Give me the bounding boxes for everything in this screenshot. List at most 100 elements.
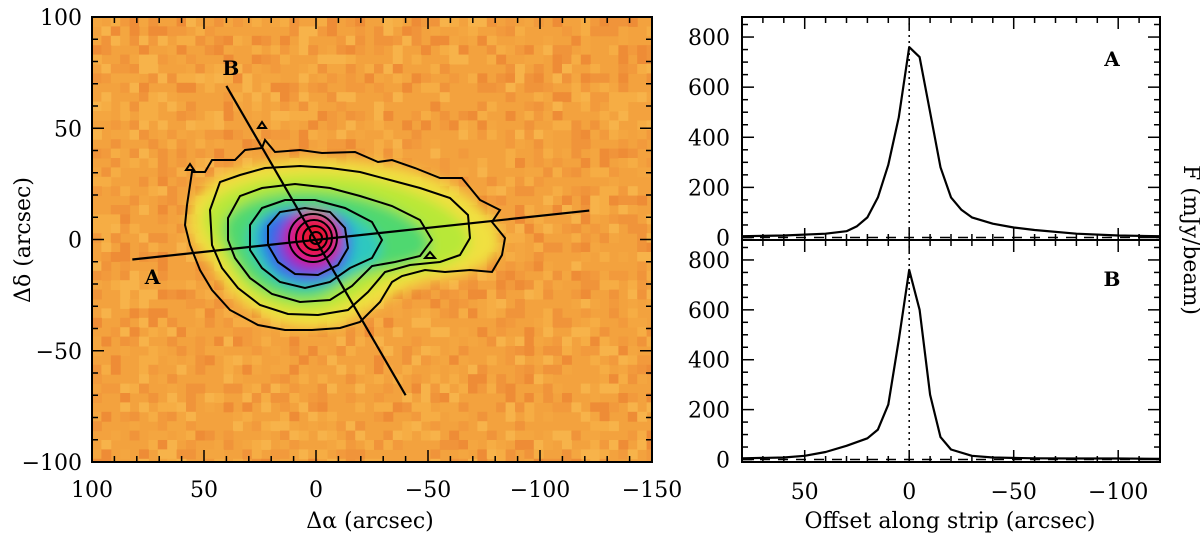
noise-pixel [505, 158, 516, 168]
noise-pixel [214, 458, 225, 462]
noise-pixel [167, 186, 178, 197]
noise-pixel [496, 402, 507, 413]
noise-pixel [411, 129, 422, 140]
noise-pixel [167, 383, 178, 394]
noise-pixel [458, 176, 469, 187]
noise-pixel [251, 346, 262, 356]
noise-pixel [496, 374, 507, 385]
noise-pixel [618, 45, 629, 56]
noise-pixel [646, 26, 652, 37]
noise-pixel [609, 280, 619, 291]
noise-pixel [280, 449, 290, 460]
noise-pixel [458, 167, 469, 178]
noise-pixel [204, 261, 215, 272]
noise-pixel [505, 411, 516, 422]
noise-pixel [637, 411, 648, 422]
noise-pixel [251, 458, 262, 462]
noise-pixel [580, 186, 591, 197]
profile-x-tick-label: −100 [1088, 480, 1148, 505]
noise-pixel [289, 148, 300, 159]
profile-data-point [887, 164, 890, 166]
noise-pixel [223, 129, 234, 140]
noise-pixel [92, 186, 102, 197]
noise-pixel [336, 45, 347, 56]
noise-pixel [439, 440, 450, 450]
noise-pixel [195, 35, 206, 46]
noise-pixel [355, 82, 366, 93]
noise-pixel [590, 299, 601, 309]
noise-pixel [627, 205, 638, 215]
noise-pixel [421, 383, 431, 394]
noise-pixel [552, 430, 563, 441]
profile-data-point [971, 216, 973, 219]
noise-pixel [204, 289, 215, 300]
noise-pixel [515, 299, 525, 309]
noise-pixel [374, 111, 384, 121]
noise-pixel [139, 120, 149, 131]
noise-pixel [251, 364, 262, 375]
noise-pixel [637, 223, 648, 234]
noise-pixel [120, 35, 131, 46]
noise-pixel [618, 214, 629, 225]
noise-pixel [590, 205, 601, 215]
noise-pixel [280, 430, 290, 441]
noise-pixel [627, 299, 638, 309]
noise-pixel [327, 421, 337, 432]
noise-pixel [515, 242, 525, 253]
noise-pixel [251, 393, 262, 403]
noise-pixel [261, 383, 272, 394]
noise-pixel [392, 92, 403, 103]
noise-pixel [533, 393, 544, 403]
noise-pixel [515, 233, 525, 244]
noise-pixel [618, 355, 629, 366]
profile-data-point [783, 234, 785, 237]
noise-pixel [139, 82, 149, 93]
noise-pixel [374, 64, 384, 74]
noise-pixel [543, 346, 554, 356]
noise-pixel [345, 35, 356, 46]
noise-pixel [524, 54, 535, 65]
noise-pixel [486, 383, 497, 394]
noise-pixel [261, 139, 272, 150]
noise-pixel [120, 73, 131, 84]
noise-pixel [186, 54, 196, 65]
noise-pixel [646, 270, 652, 281]
noise-pixel [148, 186, 159, 197]
noise-pixel [336, 148, 347, 159]
noise-pixel [477, 73, 488, 84]
noise-pixel [439, 167, 450, 178]
profile-y-tick-label: 0 [716, 449, 730, 474]
noise-pixel [327, 92, 337, 103]
noise-pixel [92, 336, 102, 347]
noise-pixel [543, 139, 554, 150]
noise-pixel [176, 402, 187, 413]
noise-pixel [101, 242, 112, 253]
noise-pixel [317, 402, 328, 413]
noise-pixel [298, 101, 309, 112]
noise-pixel [515, 346, 525, 356]
noise-pixel [195, 430, 206, 441]
noise-pixel [289, 430, 300, 441]
noise-pixel [214, 449, 225, 460]
noise-pixel [599, 458, 610, 462]
noise-pixel [345, 336, 356, 347]
noise-pixel [120, 327, 131, 338]
noise-pixel [533, 214, 544, 225]
noise-pixel [430, 148, 441, 159]
noise-pixel [646, 64, 652, 74]
noise-pixel [383, 26, 394, 37]
noise-pixel [477, 383, 488, 394]
noise-pixel [599, 186, 610, 197]
noise-pixel [571, 270, 582, 281]
noise-pixel [430, 383, 441, 394]
noise-pixel [374, 336, 384, 347]
noise-pixel [157, 158, 168, 168]
noise-pixel [101, 364, 112, 375]
noise-pixel [195, 289, 206, 300]
noise-pixel [129, 299, 140, 309]
noise-pixel [204, 402, 215, 413]
profile-data-point [741, 235, 743, 238]
noise-pixel [580, 82, 591, 93]
noise-pixel [524, 374, 535, 385]
noise-pixel [289, 26, 300, 37]
